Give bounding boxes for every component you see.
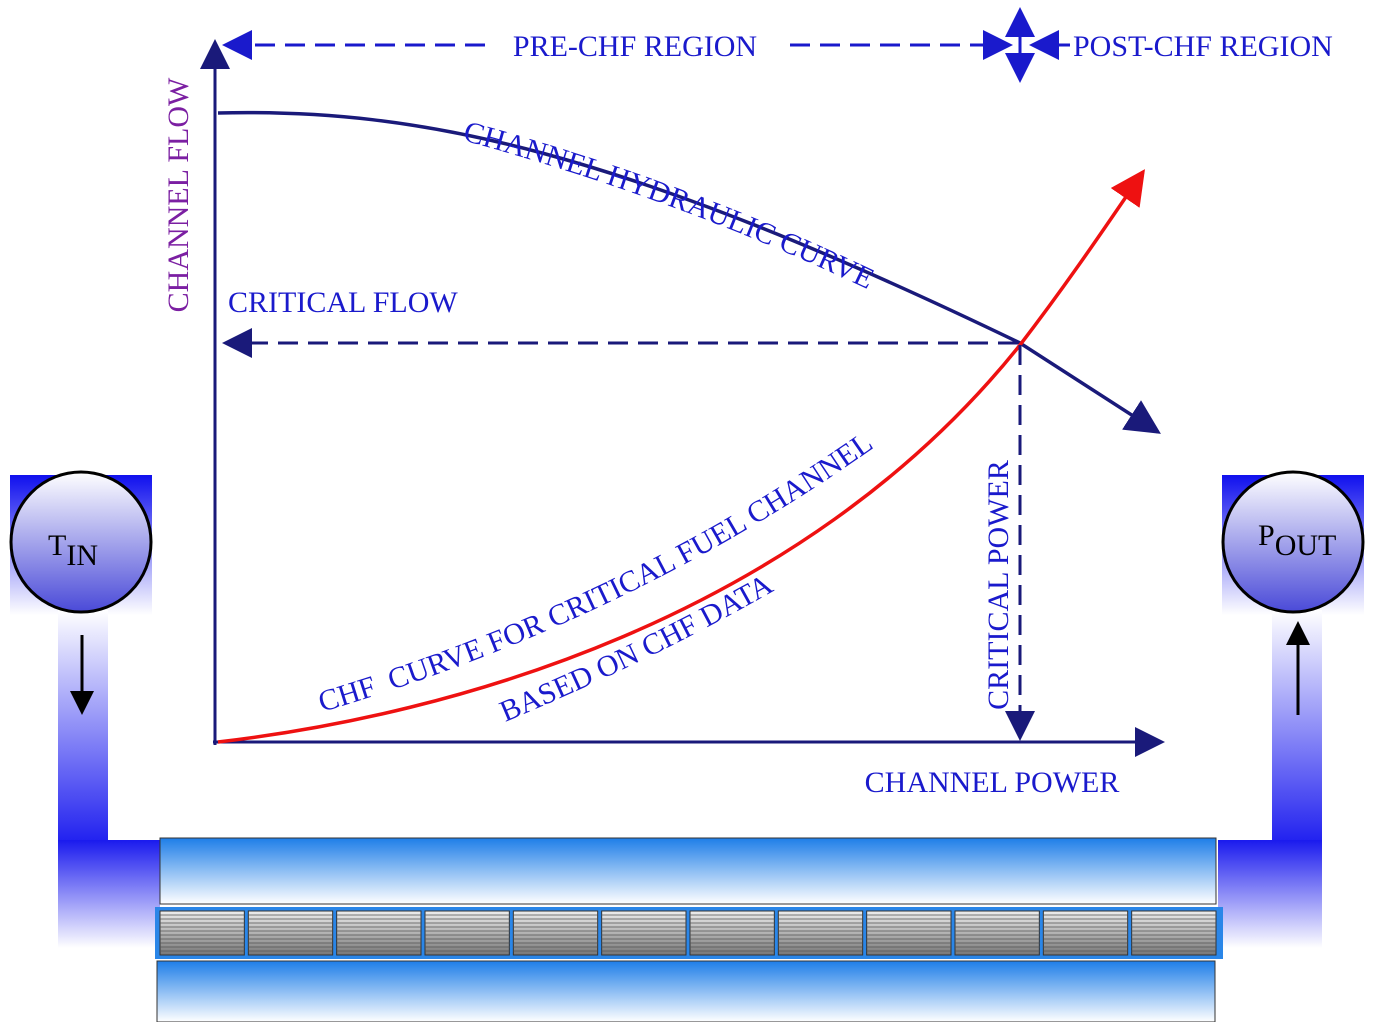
fuel-bundle [512, 910, 599, 956]
critical-flow-label: CRITICAL FLOW [228, 286, 458, 319]
outlet-header [1218, 840, 1322, 948]
inlet-subscript: IN [66, 539, 98, 572]
fuel-bundle [1131, 910, 1217, 956]
inlet-gauge [9, 470, 153, 614]
outlet-gauge [1221, 470, 1365, 614]
fuel-bundle [336, 910, 422, 956]
hydraulic-curve-text: CHANNEL HYDRAULIC CURVE [460, 115, 879, 296]
fuel-bundles [159, 910, 1217, 956]
hydraulic-curve [217, 110, 1161, 434]
y-axis-label: CHANNEL FLOW [162, 77, 195, 312]
hydraulic-curve-label: CHANNEL HYDRAULIC CURVE [460, 115, 879, 296]
fuel-bundle [424, 910, 510, 956]
pressure-tube-bottom [156, 960, 1216, 1022]
post-chf-label: POST-CHF REGION [1073, 30, 1333, 63]
fuel-bundle [601, 910, 687, 956]
fuel-bundle [247, 910, 334, 956]
pre-chf-label: PRE-CHF REGION [513, 30, 757, 63]
outlet-label: POUT [1258, 519, 1336, 562]
inlet-header [58, 840, 160, 948]
chf-curve [217, 169, 1145, 744]
outlet-symbol: P [1258, 519, 1275, 552]
inlet-symbol: T [48, 529, 66, 562]
fuel-bundle [1042, 910, 1129, 956]
critical-power-label: CRITICAL POWER [982, 460, 1015, 710]
x-axis-label: CHANNEL POWER [865, 766, 1120, 799]
outlet-subscript: OUT [1275, 529, 1337, 562]
fuel-bundle [954, 910, 1040, 956]
fuel-bundle [866, 910, 952, 956]
fuel-bundle [689, 910, 775, 956]
fuel-bundle [159, 910, 245, 956]
pressure-tube-top [159, 837, 1217, 905]
inlet-label: TIN [48, 529, 98, 572]
fuel-bundle [777, 910, 864, 956]
